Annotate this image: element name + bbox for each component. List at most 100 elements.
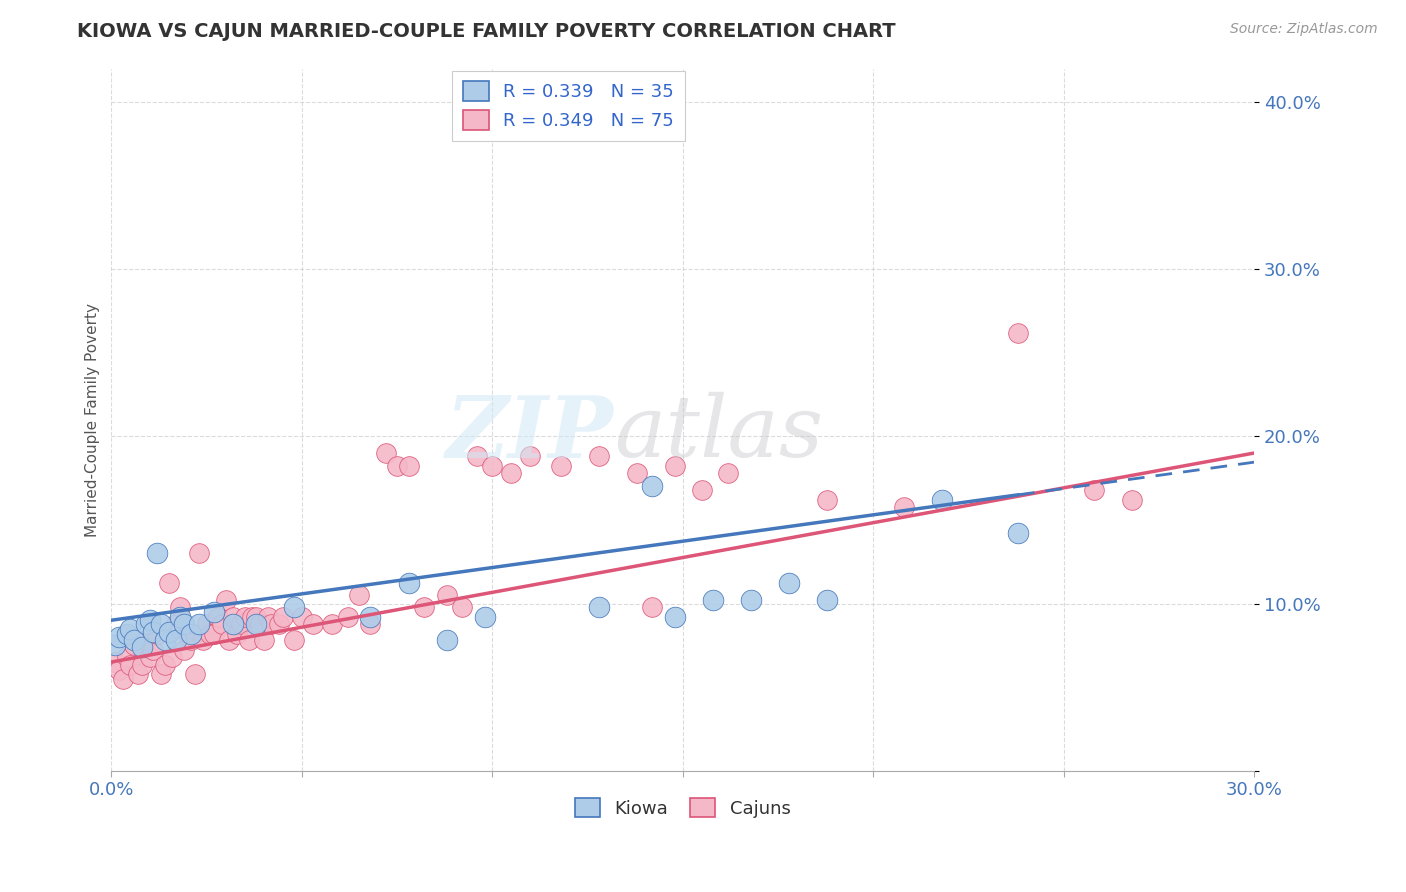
Point bbox=[188, 546, 211, 560]
Point bbox=[283, 633, 305, 648]
Point bbox=[302, 616, 325, 631]
Point bbox=[142, 643, 165, 657]
Point bbox=[664, 459, 686, 474]
Text: Source: ZipAtlas.com: Source: ZipAtlas.com bbox=[1230, 22, 1378, 37]
Point bbox=[115, 626, 138, 640]
Point bbox=[184, 666, 207, 681]
Point bbox=[253, 633, 276, 648]
Point bbox=[501, 466, 523, 480]
Point bbox=[893, 500, 915, 514]
Point bbox=[321, 616, 343, 631]
Point bbox=[146, 626, 169, 640]
Point bbox=[188, 616, 211, 631]
Point bbox=[465, 450, 488, 464]
Point bbox=[359, 616, 381, 631]
Point bbox=[398, 576, 420, 591]
Point bbox=[127, 666, 149, 681]
Point bbox=[173, 643, 195, 657]
Point bbox=[200, 626, 222, 640]
Point bbox=[202, 626, 225, 640]
Point bbox=[450, 599, 472, 614]
Point bbox=[138, 613, 160, 627]
Point bbox=[222, 610, 245, 624]
Point bbox=[195, 616, 218, 631]
Point bbox=[717, 466, 740, 480]
Point bbox=[122, 638, 145, 652]
Point bbox=[176, 626, 198, 640]
Point bbox=[690, 483, 713, 497]
Point bbox=[149, 616, 172, 631]
Point bbox=[173, 616, 195, 631]
Point bbox=[740, 593, 762, 607]
Point bbox=[702, 593, 724, 607]
Point bbox=[436, 633, 458, 648]
Point bbox=[229, 616, 252, 631]
Point bbox=[588, 599, 610, 614]
Legend: Kiowa, Cajuns: Kiowa, Cajuns bbox=[568, 790, 797, 825]
Text: ZIP: ZIP bbox=[446, 392, 614, 475]
Point bbox=[135, 633, 157, 648]
Y-axis label: Married-Couple Family Poverty: Married-Couple Family Poverty bbox=[86, 302, 100, 537]
Point bbox=[191, 633, 214, 648]
Point bbox=[226, 626, 249, 640]
Point bbox=[104, 638, 127, 652]
Point bbox=[111, 672, 134, 686]
Point bbox=[138, 650, 160, 665]
Point bbox=[412, 599, 434, 614]
Point bbox=[641, 599, 664, 614]
Point bbox=[180, 633, 202, 648]
Point bbox=[641, 479, 664, 493]
Point bbox=[157, 624, 180, 639]
Point bbox=[108, 630, 131, 644]
Point bbox=[817, 492, 839, 507]
Point bbox=[249, 616, 271, 631]
Point bbox=[180, 626, 202, 640]
Point bbox=[245, 616, 267, 631]
Point bbox=[169, 610, 191, 624]
Point bbox=[283, 599, 305, 614]
Point bbox=[260, 616, 283, 631]
Point bbox=[165, 616, 187, 631]
Point bbox=[1007, 526, 1029, 541]
Point bbox=[817, 593, 839, 607]
Point bbox=[778, 576, 800, 591]
Point bbox=[115, 650, 138, 665]
Point bbox=[165, 633, 187, 648]
Point bbox=[664, 610, 686, 624]
Point bbox=[131, 658, 153, 673]
Point bbox=[122, 633, 145, 648]
Point bbox=[359, 610, 381, 624]
Point bbox=[1007, 326, 1029, 340]
Point bbox=[481, 459, 503, 474]
Point bbox=[385, 459, 408, 474]
Point bbox=[146, 546, 169, 560]
Point bbox=[157, 576, 180, 591]
Point bbox=[291, 610, 314, 624]
Point bbox=[202, 605, 225, 619]
Point bbox=[271, 610, 294, 624]
Point bbox=[474, 610, 496, 624]
Point bbox=[550, 459, 572, 474]
Point bbox=[142, 624, 165, 639]
Point bbox=[1121, 492, 1143, 507]
Text: KIOWA VS CAJUN MARRIED-COUPLE FAMILY POVERTY CORRELATION CHART: KIOWA VS CAJUN MARRIED-COUPLE FAMILY POV… bbox=[77, 22, 896, 41]
Point bbox=[374, 446, 396, 460]
Point bbox=[153, 658, 176, 673]
Point bbox=[626, 466, 648, 480]
Point bbox=[336, 610, 359, 624]
Point bbox=[207, 610, 229, 624]
Point bbox=[120, 658, 142, 673]
Point bbox=[169, 599, 191, 614]
Point bbox=[588, 450, 610, 464]
Point bbox=[1083, 483, 1105, 497]
Point bbox=[222, 616, 245, 631]
Point bbox=[245, 610, 267, 624]
Point bbox=[211, 616, 233, 631]
Point bbox=[131, 640, 153, 654]
Point bbox=[135, 616, 157, 631]
Point bbox=[162, 650, 184, 665]
Point bbox=[347, 588, 370, 602]
Point bbox=[120, 622, 142, 636]
Point bbox=[104, 655, 127, 669]
Point bbox=[931, 492, 953, 507]
